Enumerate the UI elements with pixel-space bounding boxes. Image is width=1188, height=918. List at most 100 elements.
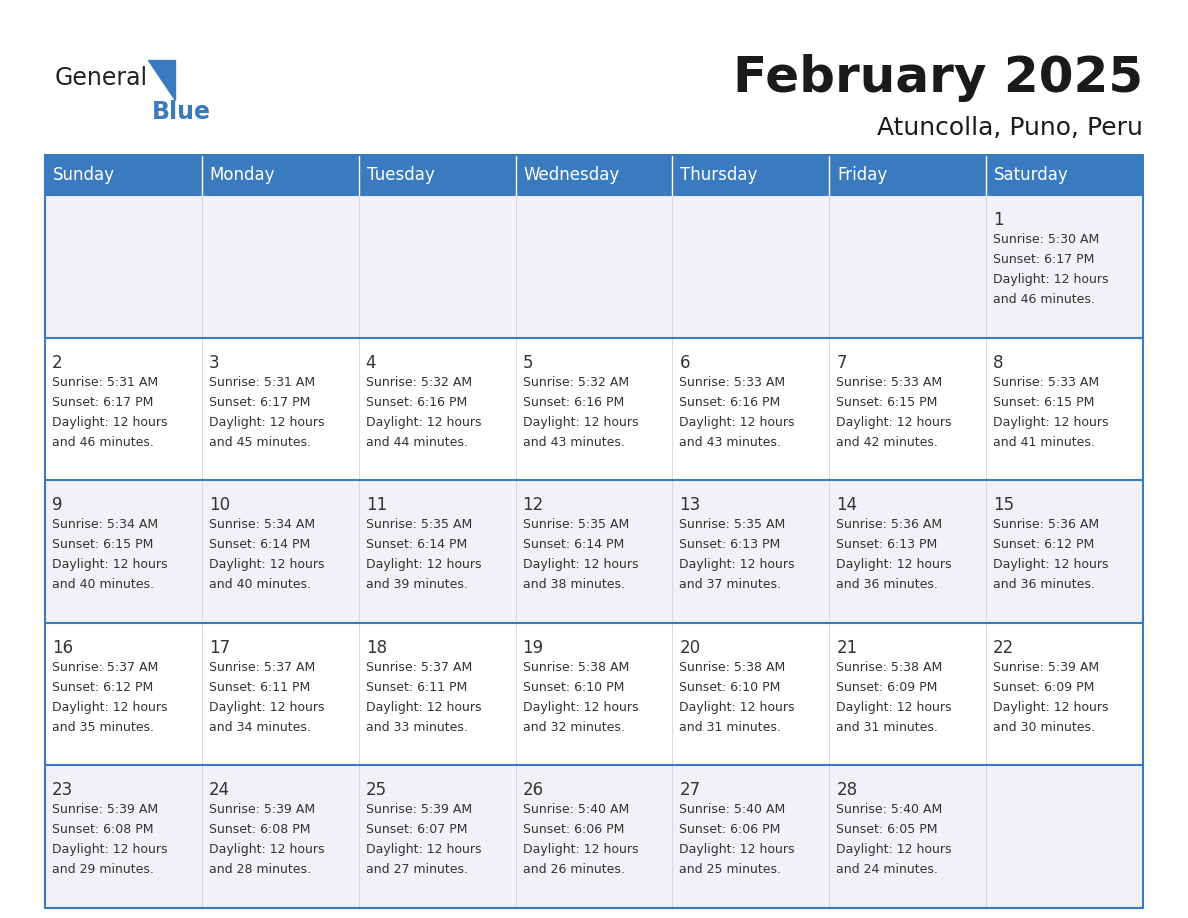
Text: and 44 minutes.: and 44 minutes. xyxy=(366,436,468,449)
Text: February 2025: February 2025 xyxy=(733,54,1143,102)
Text: Sunset: 6:16 PM: Sunset: 6:16 PM xyxy=(680,396,781,409)
Text: Sunset: 6:12 PM: Sunset: 6:12 PM xyxy=(993,538,1094,551)
Text: Sunrise: 5:33 AM: Sunrise: 5:33 AM xyxy=(993,375,1099,388)
Text: General: General xyxy=(55,66,148,90)
Text: and 37 minutes.: and 37 minutes. xyxy=(680,578,782,591)
Text: and 27 minutes.: and 27 minutes. xyxy=(366,864,468,877)
Text: Daylight: 12 hours: Daylight: 12 hours xyxy=(209,844,324,856)
Text: Sunset: 6:17 PM: Sunset: 6:17 PM xyxy=(52,396,153,409)
Text: Daylight: 12 hours: Daylight: 12 hours xyxy=(52,700,168,714)
Text: and 33 minutes.: and 33 minutes. xyxy=(366,721,468,733)
Text: 1: 1 xyxy=(993,211,1004,229)
Text: Friday: Friday xyxy=(838,166,887,184)
Text: Sunset: 6:13 PM: Sunset: 6:13 PM xyxy=(836,538,937,551)
Text: Daylight: 12 hours: Daylight: 12 hours xyxy=(680,844,795,856)
Text: Sunset: 6:17 PM: Sunset: 6:17 PM xyxy=(993,253,1094,266)
Text: Sunrise: 5:35 AM: Sunrise: 5:35 AM xyxy=(523,518,628,532)
Text: and 46 minutes.: and 46 minutes. xyxy=(993,293,1095,306)
Text: and 30 minutes.: and 30 minutes. xyxy=(993,721,1095,733)
Text: Sunset: 6:11 PM: Sunset: 6:11 PM xyxy=(209,681,310,694)
Text: Sunrise: 5:38 AM: Sunrise: 5:38 AM xyxy=(523,661,628,674)
Text: Daylight: 12 hours: Daylight: 12 hours xyxy=(52,844,168,856)
Text: Daylight: 12 hours: Daylight: 12 hours xyxy=(523,558,638,571)
Text: 13: 13 xyxy=(680,497,701,514)
Text: and 34 minutes.: and 34 minutes. xyxy=(209,721,311,733)
Text: Daylight: 12 hours: Daylight: 12 hours xyxy=(680,558,795,571)
Text: 27: 27 xyxy=(680,781,701,800)
Text: 17: 17 xyxy=(209,639,230,656)
Text: Sunrise: 5:40 AM: Sunrise: 5:40 AM xyxy=(680,803,785,816)
Text: Daylight: 12 hours: Daylight: 12 hours xyxy=(366,700,481,714)
Text: Sunrise: 5:40 AM: Sunrise: 5:40 AM xyxy=(836,803,942,816)
Text: 3: 3 xyxy=(209,353,220,372)
Text: Sunset: 6:10 PM: Sunset: 6:10 PM xyxy=(680,681,781,694)
Text: and 46 minutes.: and 46 minutes. xyxy=(52,436,154,449)
Text: 9: 9 xyxy=(52,497,63,514)
Text: Wednesday: Wednesday xyxy=(524,166,620,184)
Text: Sunset: 6:06 PM: Sunset: 6:06 PM xyxy=(680,823,781,836)
Text: and 32 minutes.: and 32 minutes. xyxy=(523,721,625,733)
Text: Sunset: 6:05 PM: Sunset: 6:05 PM xyxy=(836,823,937,836)
Bar xyxy=(45,480,1143,622)
Bar xyxy=(516,155,672,195)
Text: Sunset: 6:15 PM: Sunset: 6:15 PM xyxy=(52,538,153,551)
Text: Daylight: 12 hours: Daylight: 12 hours xyxy=(523,700,638,714)
Text: Sunrise: 5:39 AM: Sunrise: 5:39 AM xyxy=(52,803,158,816)
Text: 21: 21 xyxy=(836,639,858,656)
Text: Sunrise: 5:40 AM: Sunrise: 5:40 AM xyxy=(523,803,628,816)
Text: Sunset: 6:14 PM: Sunset: 6:14 PM xyxy=(523,538,624,551)
Text: Daylight: 12 hours: Daylight: 12 hours xyxy=(209,700,324,714)
Bar xyxy=(829,155,986,195)
Bar xyxy=(359,155,516,195)
Text: Sunrise: 5:38 AM: Sunrise: 5:38 AM xyxy=(680,661,785,674)
Text: Blue: Blue xyxy=(152,100,211,124)
Text: Daylight: 12 hours: Daylight: 12 hours xyxy=(993,700,1108,714)
Text: Atuncolla, Puno, Peru: Atuncolla, Puno, Peru xyxy=(877,116,1143,140)
Text: Sunset: 6:09 PM: Sunset: 6:09 PM xyxy=(993,681,1094,694)
Text: Sunset: 6:15 PM: Sunset: 6:15 PM xyxy=(993,396,1094,409)
Text: Sunset: 6:07 PM: Sunset: 6:07 PM xyxy=(366,823,467,836)
Text: Sunrise: 5:33 AM: Sunrise: 5:33 AM xyxy=(680,375,785,388)
Text: Sunday: Sunday xyxy=(53,166,115,184)
Text: Sunset: 6:17 PM: Sunset: 6:17 PM xyxy=(209,396,310,409)
Text: 26: 26 xyxy=(523,781,544,800)
Text: 19: 19 xyxy=(523,639,544,656)
Text: 28: 28 xyxy=(836,781,858,800)
Text: Daylight: 12 hours: Daylight: 12 hours xyxy=(836,844,952,856)
Text: Daylight: 12 hours: Daylight: 12 hours xyxy=(680,416,795,429)
Text: 18: 18 xyxy=(366,639,387,656)
Text: Daylight: 12 hours: Daylight: 12 hours xyxy=(523,844,638,856)
Text: 4: 4 xyxy=(366,353,377,372)
Text: Sunrise: 5:36 AM: Sunrise: 5:36 AM xyxy=(993,518,1099,532)
Text: 8: 8 xyxy=(993,353,1004,372)
Text: Sunrise: 5:34 AM: Sunrise: 5:34 AM xyxy=(52,518,158,532)
Text: and 29 minutes.: and 29 minutes. xyxy=(52,864,154,877)
Text: Sunrise: 5:36 AM: Sunrise: 5:36 AM xyxy=(836,518,942,532)
Text: Daylight: 12 hours: Daylight: 12 hours xyxy=(366,558,481,571)
Text: Sunrise: 5:33 AM: Sunrise: 5:33 AM xyxy=(836,375,942,388)
Text: Daylight: 12 hours: Daylight: 12 hours xyxy=(52,416,168,429)
Text: 14: 14 xyxy=(836,497,858,514)
Text: 23: 23 xyxy=(52,781,74,800)
Text: Sunrise: 5:32 AM: Sunrise: 5:32 AM xyxy=(523,375,628,388)
Text: and 45 minutes.: and 45 minutes. xyxy=(209,436,311,449)
Text: and 38 minutes.: and 38 minutes. xyxy=(523,578,625,591)
Text: Sunset: 6:11 PM: Sunset: 6:11 PM xyxy=(366,681,467,694)
Text: 24: 24 xyxy=(209,781,230,800)
Text: 11: 11 xyxy=(366,497,387,514)
Text: 5: 5 xyxy=(523,353,533,372)
Text: Daylight: 12 hours: Daylight: 12 hours xyxy=(993,558,1108,571)
Bar xyxy=(45,338,1143,480)
Text: 20: 20 xyxy=(680,639,701,656)
Text: 15: 15 xyxy=(993,497,1015,514)
Polygon shape xyxy=(148,60,175,100)
Text: and 25 minutes.: and 25 minutes. xyxy=(680,864,782,877)
Text: and 36 minutes.: and 36 minutes. xyxy=(993,578,1095,591)
Text: Sunrise: 5:37 AM: Sunrise: 5:37 AM xyxy=(52,661,158,674)
Text: and 28 minutes.: and 28 minutes. xyxy=(209,864,311,877)
Text: Sunset: 6:14 PM: Sunset: 6:14 PM xyxy=(366,538,467,551)
Text: Sunset: 6:13 PM: Sunset: 6:13 PM xyxy=(680,538,781,551)
Text: Daylight: 12 hours: Daylight: 12 hours xyxy=(836,416,952,429)
Text: Daylight: 12 hours: Daylight: 12 hours xyxy=(366,416,481,429)
Text: 10: 10 xyxy=(209,497,230,514)
